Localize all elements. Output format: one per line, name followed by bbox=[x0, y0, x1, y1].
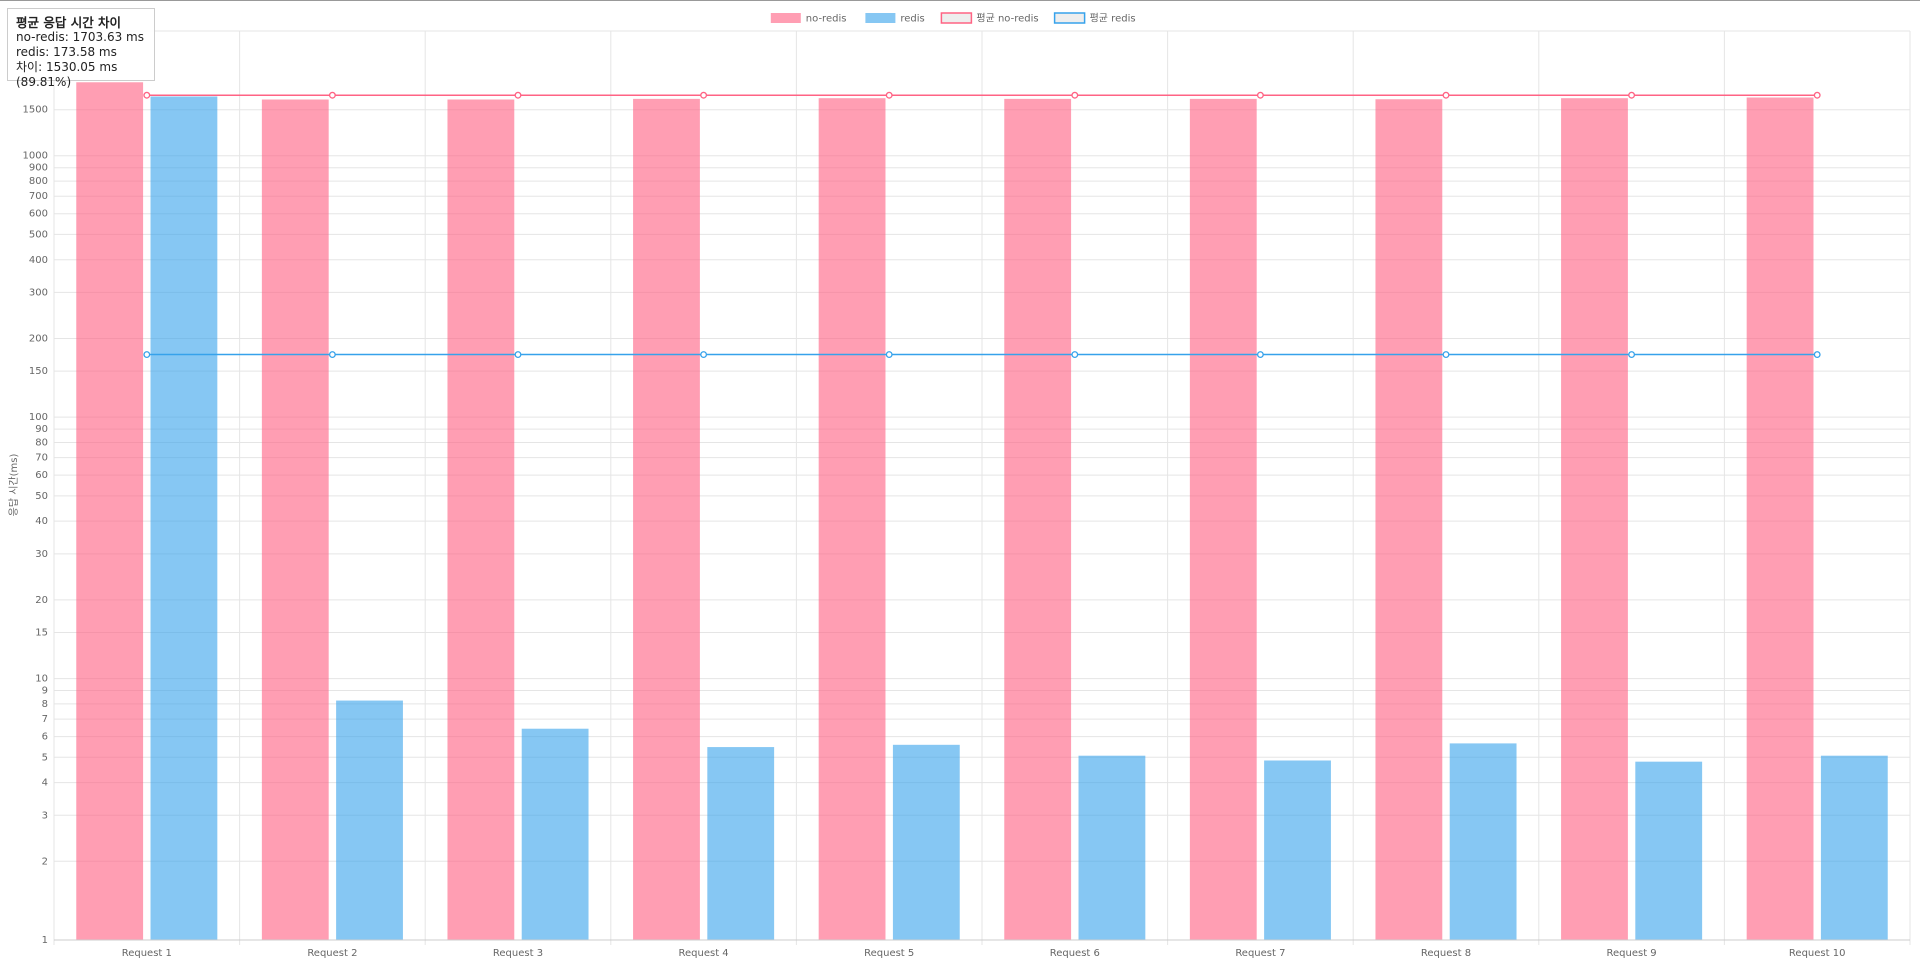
y-tick-label: 6 bbox=[42, 732, 48, 743]
y-tick-label: 10 bbox=[35, 674, 48, 685]
x-tick-label: Request 1 bbox=[122, 948, 172, 959]
tooltip-title: 평균 응답 시간 차이 bbox=[16, 15, 122, 30]
avg-point bbox=[1628, 351, 1636, 358]
bar bbox=[1561, 98, 1628, 940]
y-tick-label: 2 bbox=[42, 856, 48, 867]
avg-point bbox=[885, 351, 893, 358]
x-tick-label: Request 9 bbox=[1607, 948, 1657, 959]
avg-point bbox=[1071, 91, 1079, 99]
y-tick-label: 3 bbox=[42, 810, 48, 821]
bar bbox=[1820, 755, 1888, 940]
avg-point bbox=[328, 351, 336, 358]
bar bbox=[336, 700, 403, 940]
y-axis-label: 응답 시간(ms) bbox=[8, 454, 20, 517]
avg-point bbox=[1256, 91, 1264, 99]
y-tick-label: 15 bbox=[35, 628, 48, 639]
x-tick-label: Request 3 bbox=[493, 948, 543, 959]
y-tick-label: 1500 bbox=[23, 105, 48, 116]
bar bbox=[447, 99, 515, 941]
avg-point bbox=[1813, 351, 1821, 358]
tooltip-line: 차이: 1530.05 ms (89.81%) bbox=[16, 60, 118, 89]
y-tick-label: 300 bbox=[29, 287, 48, 298]
tooltip-line: no-redis: 1703.63 ms bbox=[16, 30, 144, 44]
avg-point bbox=[1071, 351, 1079, 358]
legend-swatch bbox=[940, 12, 973, 24]
bar bbox=[521, 728, 589, 940]
y-tick-label: 500 bbox=[29, 229, 48, 240]
y-tick-label: 50 bbox=[35, 491, 48, 502]
legend-label: no-redis bbox=[806, 14, 847, 25]
avg-point bbox=[885, 91, 893, 99]
legend-swatch bbox=[865, 13, 896, 23]
avg-point bbox=[514, 91, 522, 99]
bar bbox=[76, 82, 144, 941]
legend-label: redis bbox=[900, 14, 924, 25]
x-tick-label: Request 8 bbox=[1421, 948, 1471, 959]
tooltip: 평균 응답 시간 차이 no-redis: 1703.63 ms redis: … bbox=[7, 8, 155, 89]
y-tick-label: 700 bbox=[29, 191, 48, 202]
y-tick-label: 100 bbox=[29, 412, 48, 423]
bar bbox=[1078, 755, 1146, 940]
x-tick-label: Request 5 bbox=[864, 948, 914, 959]
y-tick-label: 30 bbox=[35, 549, 48, 560]
bar bbox=[1375, 99, 1443, 940]
avg-point bbox=[143, 351, 151, 358]
y-tick-label: 20 bbox=[35, 595, 48, 606]
x-tick-label: Request 6 bbox=[1050, 948, 1100, 959]
avg-point bbox=[700, 351, 708, 358]
y-tick-label: 7 bbox=[42, 714, 48, 725]
avg-point bbox=[328, 91, 336, 99]
y-tick-label: 40 bbox=[35, 516, 48, 527]
legend-swatch bbox=[770, 13, 801, 23]
y-tick-label: 150 bbox=[29, 366, 48, 377]
bar bbox=[261, 99, 329, 941]
bar bbox=[1635, 761, 1703, 940]
x-tick-label: Request 7 bbox=[1235, 948, 1285, 959]
avg-point bbox=[514, 351, 522, 358]
bar bbox=[633, 98, 700, 941]
y-tick-label: 1000 bbox=[23, 151, 48, 162]
y-tick-label: 4 bbox=[42, 778, 48, 789]
y-tick-label: 900 bbox=[29, 163, 48, 174]
bar bbox=[1264, 760, 1331, 940]
x-tick-label: Request 10 bbox=[1789, 948, 1846, 959]
avg-point bbox=[1628, 91, 1636, 99]
y-tick-label: 90 bbox=[35, 424, 48, 435]
bar bbox=[707, 747, 775, 940]
y-tick-label: 80 bbox=[35, 437, 48, 448]
y-tick-label: 600 bbox=[29, 209, 48, 220]
avg-point bbox=[700, 91, 708, 99]
x-tick-label: Request 4 bbox=[679, 948, 729, 959]
avg-point bbox=[1442, 351, 1450, 358]
bar bbox=[1449, 743, 1517, 940]
y-tick-label: 400 bbox=[29, 255, 48, 266]
bar bbox=[1746, 97, 1814, 940]
y-tick-label: 200 bbox=[29, 333, 48, 344]
bar bbox=[150, 96, 218, 941]
tooltip-line: redis: 173.58 ms bbox=[16, 45, 117, 59]
legend-label: 평균 redis bbox=[1090, 13, 1136, 25]
y-tick-label: 70 bbox=[35, 453, 48, 464]
avg-point bbox=[143, 91, 151, 99]
legend-label: 평균 no-redis bbox=[976, 13, 1038, 25]
bar bbox=[818, 98, 886, 940]
y-tick-label: 5 bbox=[42, 752, 48, 763]
y-tick-label: 60 bbox=[35, 470, 48, 481]
legend-swatch bbox=[1053, 12, 1086, 24]
avg-point bbox=[1442, 91, 1450, 99]
avg-point bbox=[1256, 351, 1264, 358]
y-tick-label: 9 bbox=[42, 686, 48, 697]
avg-point bbox=[1813, 91, 1821, 99]
bar bbox=[892, 744, 960, 940]
bar bbox=[1004, 98, 1072, 941]
y-tick-label: 1 bbox=[42, 935, 48, 946]
y-tick-label: 800 bbox=[29, 176, 48, 187]
bar bbox=[1189, 98, 1257, 941]
x-tick-label: Request 2 bbox=[307, 948, 357, 959]
y-tick-label: 8 bbox=[42, 699, 48, 710]
